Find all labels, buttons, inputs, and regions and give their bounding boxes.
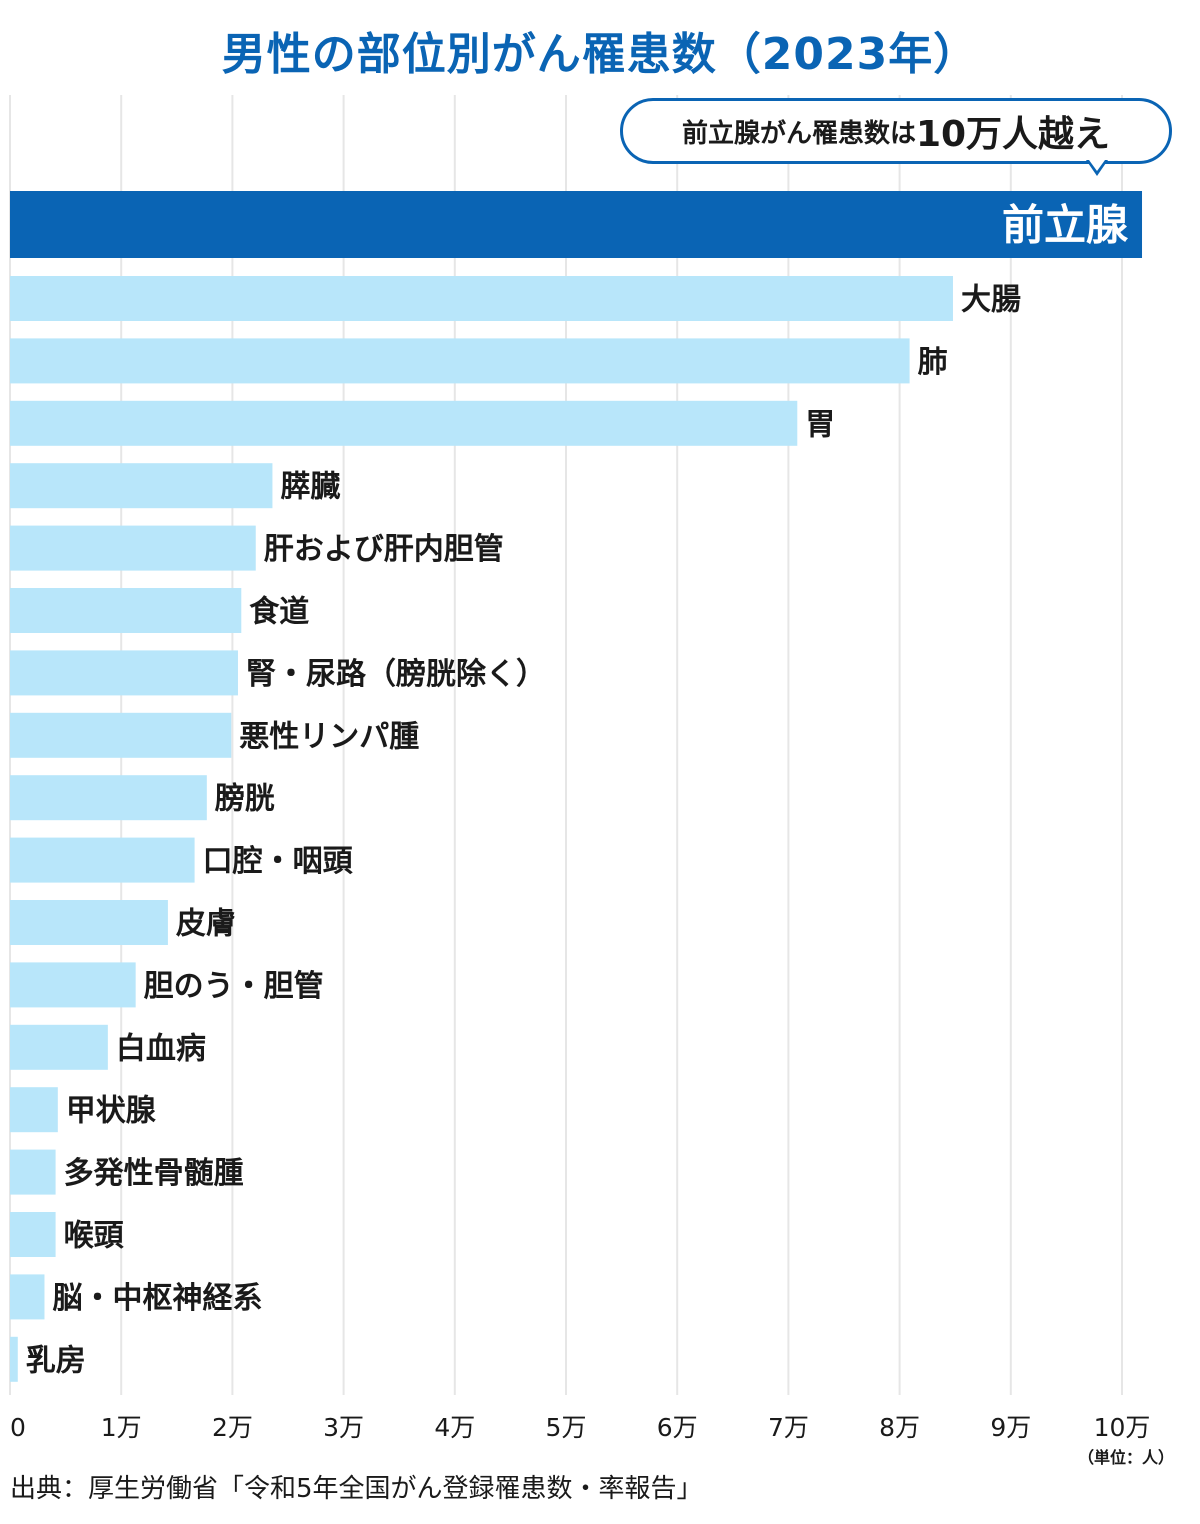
bar [10,338,910,384]
bar-label: 口腔・咽頭 [203,844,354,879]
x-tick-label: 6万 [657,1413,698,1442]
bar-label: 大腸 [961,283,1021,318]
x-tick-label: 8万 [879,1413,920,1442]
bar-label: 食道 [249,595,309,630]
bar [10,463,273,509]
bar [10,775,207,821]
x-tick-label: 2万 [212,1413,253,1442]
bar [10,1149,56,1195]
bar [10,588,242,633]
x-tick-label: 5万 [546,1413,587,1442]
x-tick-label: 3万 [323,1413,364,1442]
bar [10,400,798,446]
bar-label: 多発性骨髄腫 [64,1156,244,1191]
bar [10,962,136,1008]
bar [10,1087,58,1133]
bar [10,191,1143,258]
x-tick-label: 0 [10,1413,26,1442]
bar-label: 膀胱 [214,782,275,817]
x-tick-label: 4万 [434,1413,475,1442]
bar-label: 胆のう・胆管 [144,969,324,1004]
callout-bubble: 前立腺がん罹患数は 10万人越え [620,98,1172,164]
x-tick-label: 7万 [768,1413,809,1442]
x-tick-label: 10万 [1094,1413,1151,1442]
callout-prefix: 前立腺がん罹患数は [681,118,916,149]
bar [10,837,195,883]
callout-tail-inner [1089,160,1105,171]
x-tick-label: 1万 [101,1413,142,1442]
bar [10,525,256,571]
bar-label: 膵臓 [280,470,340,505]
bar [10,1274,45,1320]
bar-label: 乳房 [26,1343,86,1378]
chart-title: 男性の部位別がん罹患数（2023年） [221,29,979,80]
bar-label: 白血病 [116,1031,206,1066]
bar-label: 肺 [918,345,948,380]
bar [10,1212,56,1257]
callout-emphasis: 10万人越え [915,114,1111,155]
bar-label: 脳・中枢神経系 [52,1281,262,1316]
bar [10,712,232,758]
bar [10,1336,18,1382]
bar-label: 肝および肝内胆管 [264,532,504,567]
bar [10,1024,108,1070]
bar-label: 腎・尿路（膀胱除く） [246,657,546,692]
bar-label: 皮膚 [176,907,236,942]
bar-label: 胃 [805,407,835,442]
bar [10,276,953,321]
unit-label: （単位：人） [1078,1448,1175,1467]
bar-label: 甲状腺 [66,1094,157,1129]
source-note: 出典：厚生労働省「令和5年全国がん登録罹患数・率報告」 [10,1474,703,1504]
x-tick-label: 9万 [990,1413,1031,1442]
bar [10,900,168,945]
bar [10,650,238,696]
bar-label: 悪性リンパ腫 [239,719,419,754]
x-axis-ticks: 0 1万 2万 3万 4万 5万 6万 7万 8万 9万 10万 [10,1413,1150,1442]
bars [10,191,1143,1382]
bar-label: 前立腺 [1002,201,1129,250]
bar-label: 喉頭 [64,1219,125,1254]
